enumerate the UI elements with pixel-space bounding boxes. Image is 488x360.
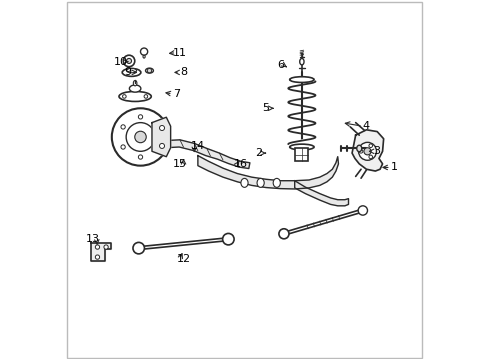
- Text: 2: 2: [255, 148, 262, 158]
- Ellipse shape: [122, 68, 141, 76]
- Circle shape: [138, 155, 142, 159]
- Text: 10: 10: [114, 57, 127, 67]
- Ellipse shape: [299, 58, 304, 65]
- Polygon shape: [91, 243, 111, 261]
- Ellipse shape: [126, 68, 136, 73]
- Text: 3: 3: [373, 146, 380, 156]
- Circle shape: [368, 155, 372, 159]
- Circle shape: [140, 48, 147, 55]
- Text: 6: 6: [276, 60, 283, 70]
- Circle shape: [159, 143, 164, 148]
- Polygon shape: [152, 117, 170, 157]
- Text: 16: 16: [233, 159, 247, 169]
- Ellipse shape: [289, 77, 313, 82]
- Circle shape: [363, 148, 370, 155]
- Polygon shape: [351, 130, 383, 171]
- Polygon shape: [198, 156, 338, 189]
- Circle shape: [121, 145, 125, 149]
- Circle shape: [358, 142, 376, 160]
- Circle shape: [104, 245, 108, 249]
- Circle shape: [357, 206, 367, 215]
- Text: 4: 4: [362, 121, 369, 131]
- Circle shape: [133, 242, 144, 254]
- Circle shape: [147, 68, 151, 73]
- Text: 15: 15: [173, 159, 186, 169]
- Polygon shape: [294, 181, 348, 206]
- Text: 9: 9: [124, 67, 131, 77]
- Ellipse shape: [289, 144, 313, 150]
- Ellipse shape: [241, 179, 247, 187]
- Polygon shape: [156, 140, 249, 168]
- Text: 5: 5: [262, 103, 269, 113]
- Ellipse shape: [142, 55, 145, 58]
- Circle shape: [138, 115, 142, 119]
- Ellipse shape: [129, 85, 141, 92]
- Ellipse shape: [145, 68, 153, 73]
- Circle shape: [123, 55, 135, 67]
- Circle shape: [121, 125, 125, 129]
- Text: 8: 8: [180, 67, 187, 77]
- Circle shape: [278, 229, 288, 239]
- Text: 7: 7: [172, 89, 180, 99]
- Circle shape: [126, 123, 155, 151]
- Circle shape: [359, 149, 362, 153]
- FancyBboxPatch shape: [295, 148, 308, 161]
- Ellipse shape: [356, 145, 361, 152]
- Circle shape: [112, 108, 169, 166]
- Circle shape: [222, 233, 234, 245]
- Ellipse shape: [133, 81, 137, 86]
- Circle shape: [155, 125, 160, 129]
- Circle shape: [135, 131, 146, 143]
- Ellipse shape: [119, 91, 151, 102]
- Text: 14: 14: [190, 141, 204, 151]
- Circle shape: [122, 95, 126, 98]
- Circle shape: [159, 126, 164, 131]
- Circle shape: [95, 245, 100, 249]
- Ellipse shape: [257, 179, 264, 187]
- Text: 11: 11: [173, 48, 186, 58]
- Circle shape: [368, 144, 372, 148]
- Text: 13: 13: [86, 234, 100, 244]
- Circle shape: [95, 255, 100, 259]
- Circle shape: [126, 58, 131, 63]
- Ellipse shape: [273, 179, 280, 187]
- Circle shape: [144, 95, 147, 98]
- Circle shape: [155, 145, 160, 149]
- Text: 12: 12: [176, 254, 190, 264]
- Text: 1: 1: [390, 162, 397, 172]
